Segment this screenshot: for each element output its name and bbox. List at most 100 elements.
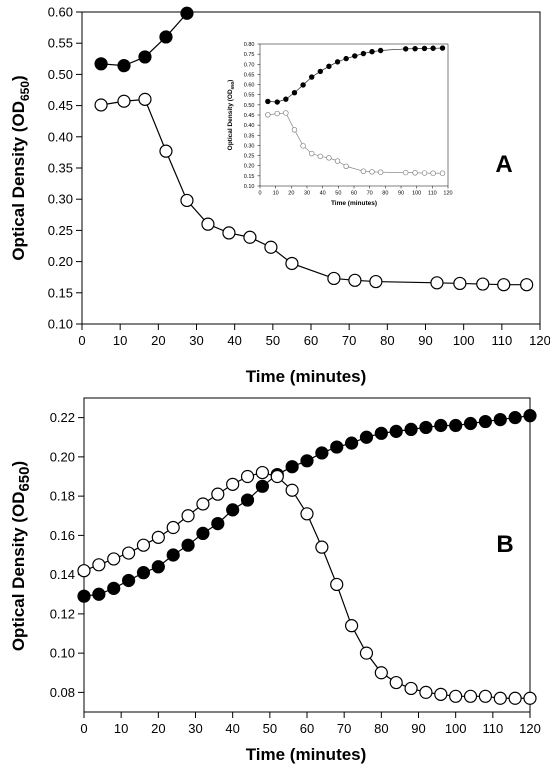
i-filled-point bbox=[274, 99, 280, 105]
i-y-tick-label: 0.70 bbox=[244, 62, 255, 68]
b-x-tick-label: 90 bbox=[411, 721, 425, 736]
a-x-tick-label: 100 bbox=[453, 333, 475, 348]
i-y-tick-label: 0.50 bbox=[244, 103, 255, 109]
a-y-tick-label: 0.35 bbox=[48, 161, 73, 176]
panel-b-y-axis-title: Optical Density (OD650) bbox=[9, 461, 33, 651]
a-y-tick-label: 0.45 bbox=[48, 98, 73, 113]
i-y-tick-label: 0.35 bbox=[244, 133, 255, 139]
i-open-point bbox=[326, 155, 332, 161]
b-open-point bbox=[77, 564, 91, 578]
b-filled-point bbox=[92, 587, 106, 601]
b-filled-point bbox=[122, 573, 136, 588]
a-open-point bbox=[117, 94, 131, 108]
b-x-tick-label: 70 bbox=[337, 721, 351, 736]
b-y-tick-label: 0.16 bbox=[50, 528, 75, 543]
panel-b-y-axis-title-subscript: 650 bbox=[16, 467, 33, 492]
i-filled-point bbox=[265, 98, 271, 105]
b-open-point bbox=[374, 666, 388, 680]
b-filled-point bbox=[166, 548, 180, 562]
b-filled-point bbox=[419, 420, 433, 435]
panel-a-chart: 0 10 20 30 40 50 60 70 80 90 100 110 120 0.100.150.2… bbox=[9, 5, 550, 387]
panel-b-x-axis-title: Time (minutes) bbox=[246, 745, 367, 764]
i-open-point bbox=[300, 143, 306, 149]
i-y-tick-label: 0.25 bbox=[244, 154, 255, 160]
b-open-point bbox=[196, 497, 210, 511]
panel-a-inset-series bbox=[265, 45, 446, 176]
b-open-point bbox=[434, 687, 448, 701]
a-filled-point bbox=[94, 57, 108, 71]
b-y-tick-label: 0.08 bbox=[50, 685, 75, 700]
i-y-tick-label: 0.80 bbox=[244, 42, 255, 48]
b-filled-point bbox=[151, 560, 165, 574]
i-open-point bbox=[430, 170, 436, 176]
i-x-tick-label: 10 bbox=[273, 191, 279, 197]
panel-a-inset-plot-frame bbox=[259, 43, 449, 187]
b-open-point bbox=[315, 540, 329, 554]
b-filled-point bbox=[463, 416, 478, 431]
b-open-point bbox=[255, 465, 269, 480]
i-filled-point bbox=[430, 45, 436, 51]
b-open-point bbox=[404, 681, 418, 696]
i-x-tick-label: 110 bbox=[428, 191, 437, 197]
a-open-point bbox=[222, 226, 236, 240]
a-y-tick-label: 0.50 bbox=[48, 67, 73, 82]
b-x-tick-label: 50 bbox=[263, 721, 277, 736]
a-open-point bbox=[430, 276, 444, 290]
i-filled-point bbox=[439, 45, 446, 51]
b-filled-point bbox=[508, 411, 522, 425]
b-x-tick-label: 30 bbox=[188, 721, 202, 736]
a-open-point bbox=[327, 271, 341, 286]
a-open-series-line bbox=[100, 98, 527, 286]
i-filled-point bbox=[403, 46, 409, 52]
b-filled-point bbox=[255, 479, 269, 493]
a-open-point bbox=[520, 278, 534, 292]
b-open-point bbox=[345, 619, 359, 633]
b-filled-point bbox=[404, 422, 418, 436]
a-open-point bbox=[453, 276, 467, 291]
b-x-tick-label: 40 bbox=[225, 721, 239, 736]
i-x-tick-label: 100 bbox=[412, 191, 421, 197]
b-filled-point bbox=[285, 460, 299, 474]
i-x-tick-label: 30 bbox=[304, 191, 310, 197]
a-x-tick-label: 90 bbox=[418, 333, 432, 348]
i-open-point bbox=[403, 169, 409, 176]
panel-b-chart: 0 10 20 30 40 50 60 70 80 90 100 110 120 0.08 0.10 0.1… bbox=[9, 397, 541, 764]
b-x-tick-label: 80 bbox=[374, 721, 388, 736]
b-open-point bbox=[389, 675, 403, 690]
panel-a-inset-x-axis-title: Time (minutes) bbox=[331, 200, 377, 207]
b-filled-point bbox=[300, 454, 314, 468]
panel-a-inset-x-axis: 0 10 20 30 40 50 60 70 80 90 100 110 120 bbox=[258, 186, 453, 197]
i-open-point bbox=[309, 150, 315, 157]
a-x-tick-label: 80 bbox=[380, 333, 394, 348]
i-x-tick-label: 40 bbox=[320, 191, 326, 197]
panel-a-inset-y-axis-title-main: Optical Density (OD bbox=[227, 89, 234, 150]
i-x-tick-label: 50 bbox=[335, 191, 341, 197]
i-x-tick-label: 90 bbox=[398, 191, 404, 197]
b-open-point bbox=[136, 538, 151, 552]
panel-b-y-axis-title-close: ) bbox=[9, 461, 28, 467]
b-y-tick-label: 0.18 bbox=[50, 489, 75, 504]
panel-b-x-axis: 0 10 20 30 40 50 60 70 80 90 100 110 120 bbox=[80, 712, 541, 736]
b-open-point bbox=[270, 469, 284, 484]
b-filled-point bbox=[211, 516, 225, 531]
i-filled-point bbox=[291, 89, 298, 96]
i-x-tick-label: 20 bbox=[288, 191, 294, 197]
a-x-tick-label: 50 bbox=[266, 333, 280, 348]
i-open-point bbox=[421, 170, 428, 176]
i-filled-point bbox=[283, 96, 289, 102]
b-open-point bbox=[523, 691, 537, 705]
i-x-tick-label: 120 bbox=[443, 191, 452, 197]
panel-a-y-axis-title: Optical Density (OD650) bbox=[9, 75, 32, 260]
a-open-point bbox=[369, 274, 383, 289]
b-x-tick-label: 20 bbox=[151, 721, 165, 736]
a-filled-point bbox=[117, 59, 131, 73]
i-open-point bbox=[317, 153, 324, 160]
b-filled-point bbox=[181, 538, 195, 552]
b-open-point bbox=[359, 646, 374, 660]
a-open-point bbox=[201, 217, 215, 231]
panel-b-series bbox=[77, 409, 537, 705]
b-filled-point bbox=[374, 426, 388, 440]
b-open-point bbox=[330, 577, 344, 592]
b-filled-point bbox=[523, 409, 537, 423]
a-x-tick-label: 0 bbox=[78, 333, 85, 348]
